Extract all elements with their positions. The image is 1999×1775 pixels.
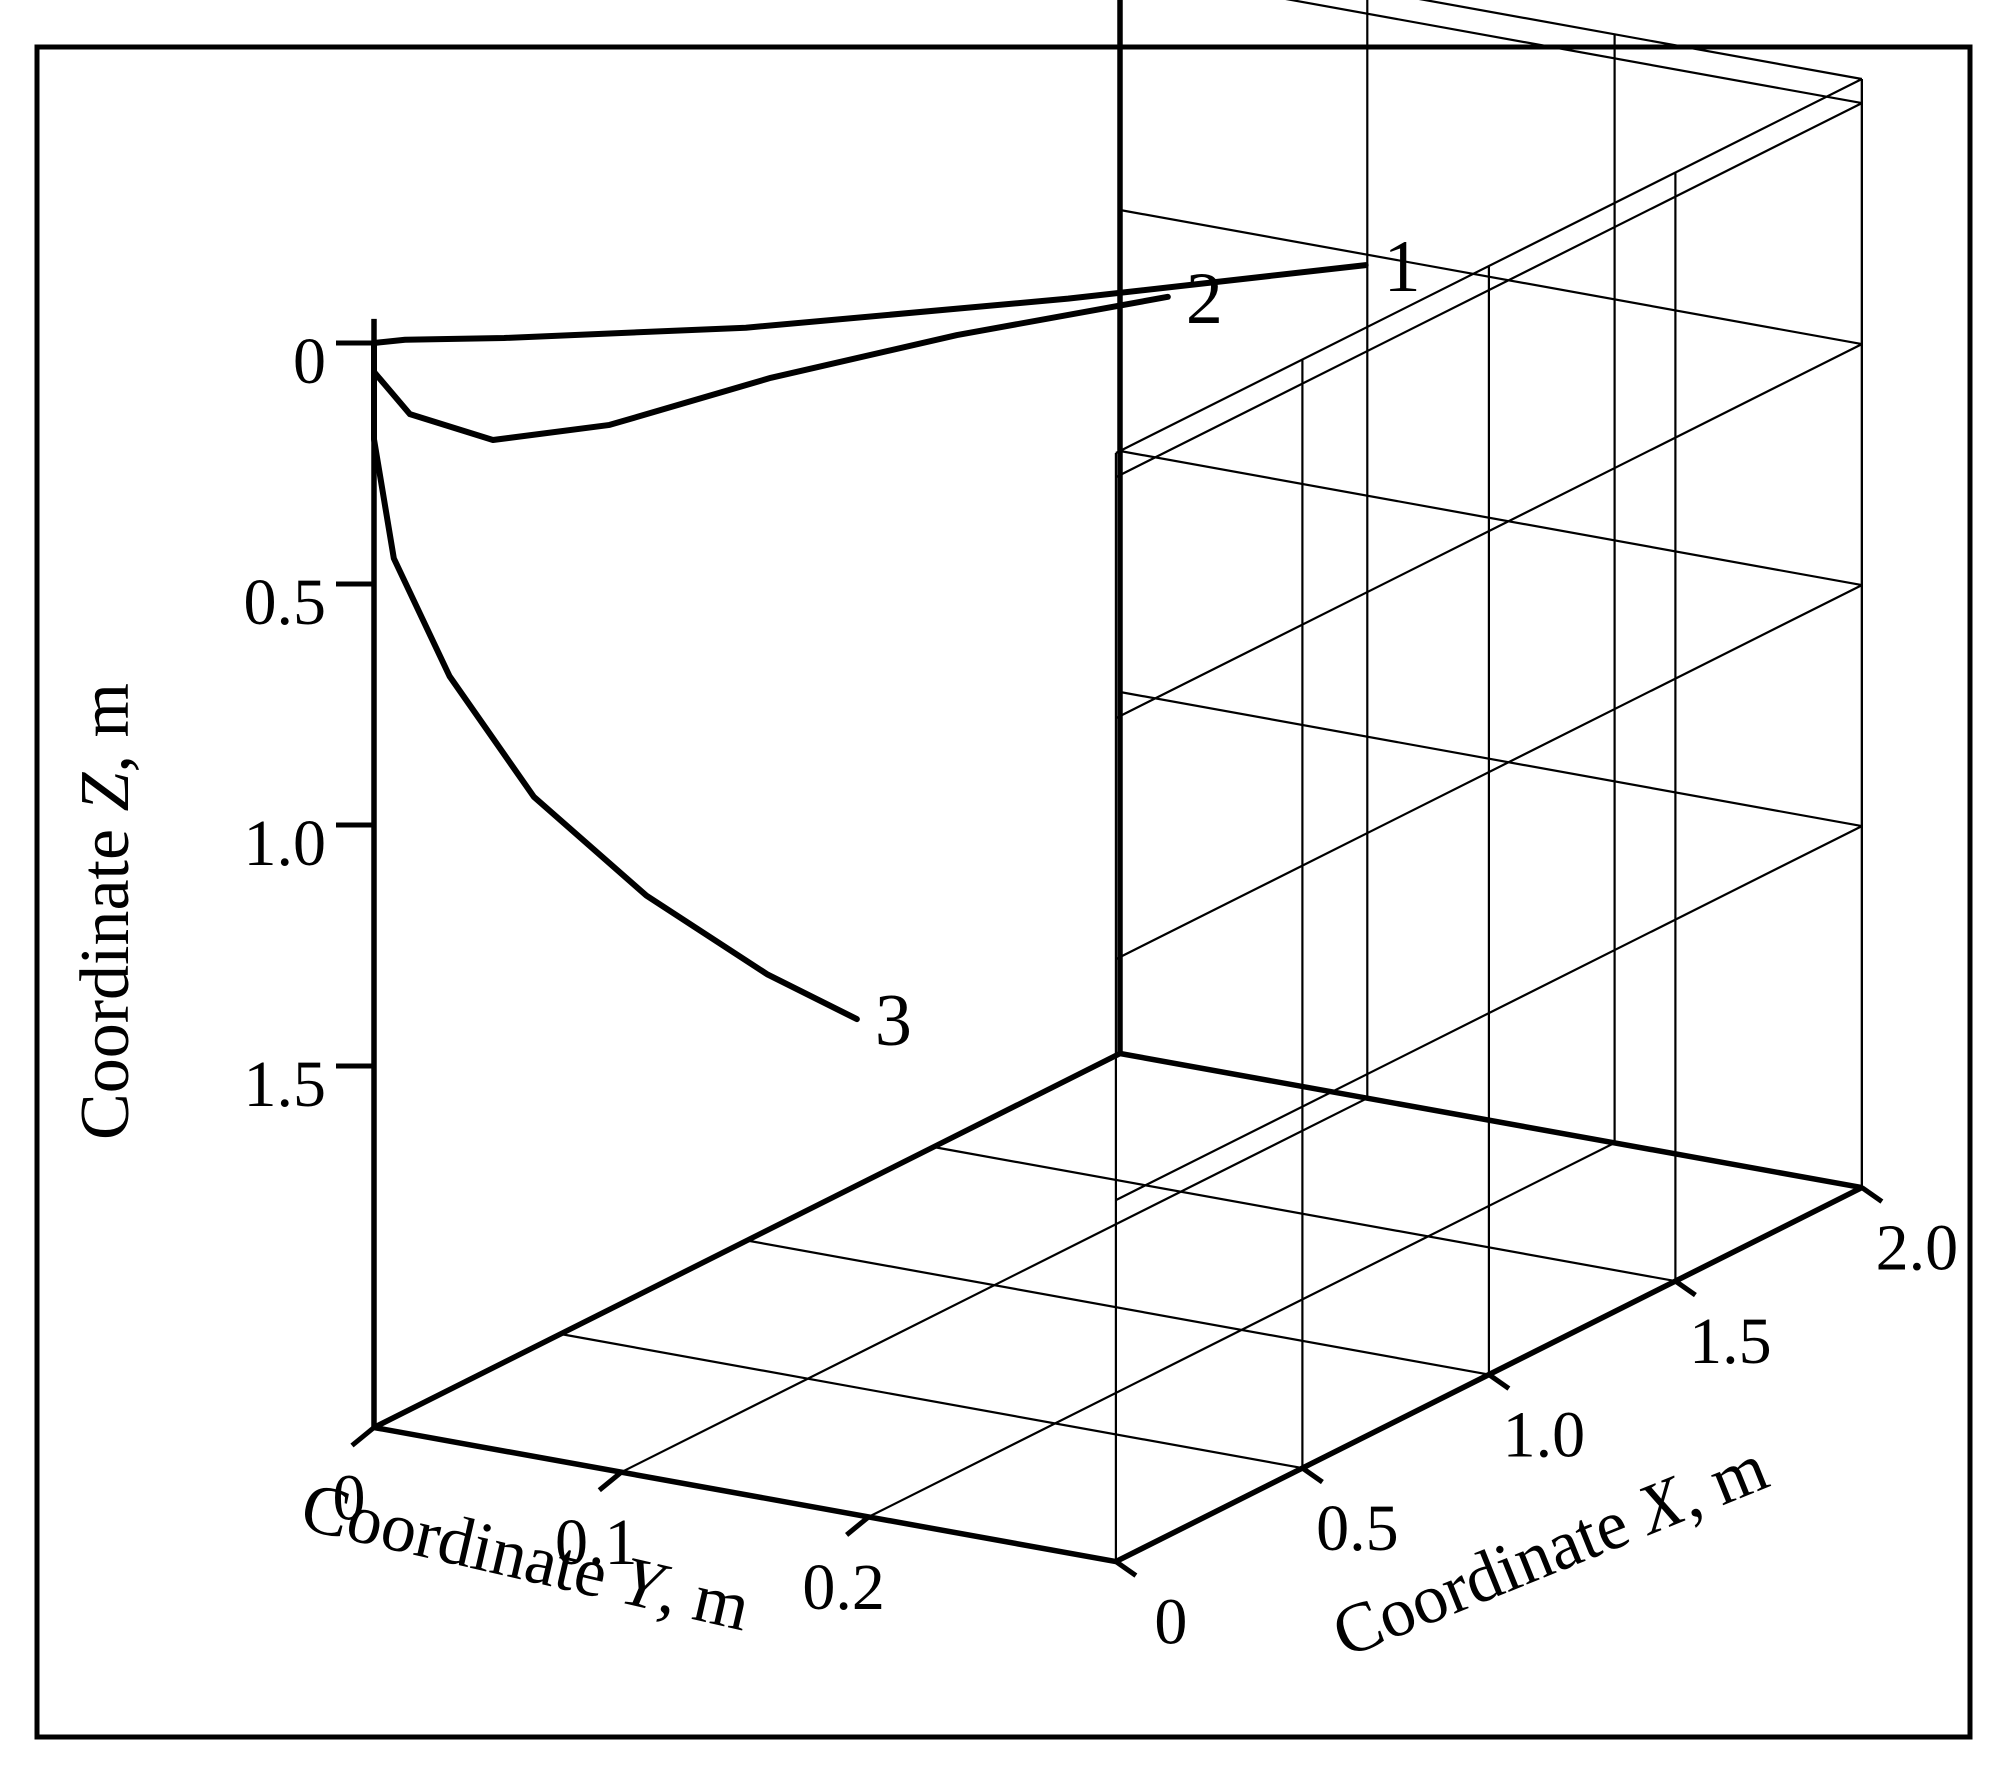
back-floor-line-y: [1119, 1050, 1863, 1191]
z-tick-label-1: 0.5: [244, 566, 327, 639]
y-axis-line: [373, 1424, 1117, 1565]
x-tick-2: [1487, 1372, 1511, 1391]
x-tick-label-0: 0: [1154, 1586, 1187, 1659]
series-label-2: 2: [1186, 258, 1223, 340]
grid-wall-b-horizontal-2: [1115, 584, 1863, 961]
figure-border: [34, 44, 1973, 1740]
y-tick-label-0: 0: [333, 1462, 366, 1535]
z-axis-label: Coordinate Z, m: [67, 683, 144, 1140]
grid-floor-x-1: [560, 1332, 1303, 1470]
grid-wall-a-horizontal-0: [1285, 0, 1863, 105]
y-tick-1: [597, 1470, 623, 1493]
grid-wall-b-top: [1115, 78, 1863, 454]
x-tick-label-4: 2.0: [1876, 1212, 1959, 1285]
z-tick-label-2: 1.0: [244, 807, 327, 880]
grid-wall-a-horizontal-2: [1119, 449, 1863, 587]
x-tick-3: [1673, 1279, 1697, 1298]
axis-lines: [371, 0, 1864, 1565]
z-tick-label-3: 1.5: [244, 1048, 327, 1121]
y-tick-label-1: 0.1: [555, 1506, 638, 1579]
grid-wall-b-horizontal-3: [1115, 825, 1863, 1202]
grid-floor-y-2: [868, 1141, 1616, 1518]
grid-floor-x-2: [746, 1239, 1490, 1376]
x-tick-4: [1860, 1185, 1884, 1204]
series-curve-3: [371, 340, 860, 1023]
x-tick-0: [1114, 1559, 1138, 1578]
x-tick-label-3: 1.5: [1689, 1305, 1772, 1378]
series-label-1: 1: [1384, 226, 1421, 308]
y-tick-label-2: 0.2: [802, 1551, 885, 1624]
grid-floor-x-3: [933, 1145, 1676, 1283]
data-curves: [371, 262, 1369, 1023]
x-tick-1: [1300, 1466, 1324, 1485]
grid-floor-y-1: [620, 1097, 1368, 1474]
series-curve-2: [371, 293, 1171, 444]
x-tick-label-1: 0.5: [1316, 1492, 1399, 1565]
grid-wall-b-horizontal-0: [1115, 102, 1863, 479]
series-curve-1: [371, 262, 1369, 346]
grid-wall-b-horizontal-1: [1115, 343, 1863, 720]
x-tick-label-2: 1.0: [1503, 1399, 1586, 1472]
z-tick-label-0: 0: [293, 325, 326, 398]
tick-marks: [336, 340, 1884, 1578]
y-tick-0: [350, 1425, 376, 1448]
series-label-3: 3: [875, 980, 912, 1062]
y-tick-2: [845, 1514, 871, 1537]
grid-wall-a-horizontal-3: [1119, 690, 1863, 828]
grid-wall-a-top: [1418, 0, 1863, 81]
grid-wall-a-horizontal-1: [1119, 208, 1863, 346]
back-floor-line-x: [372, 1051, 1122, 1430]
